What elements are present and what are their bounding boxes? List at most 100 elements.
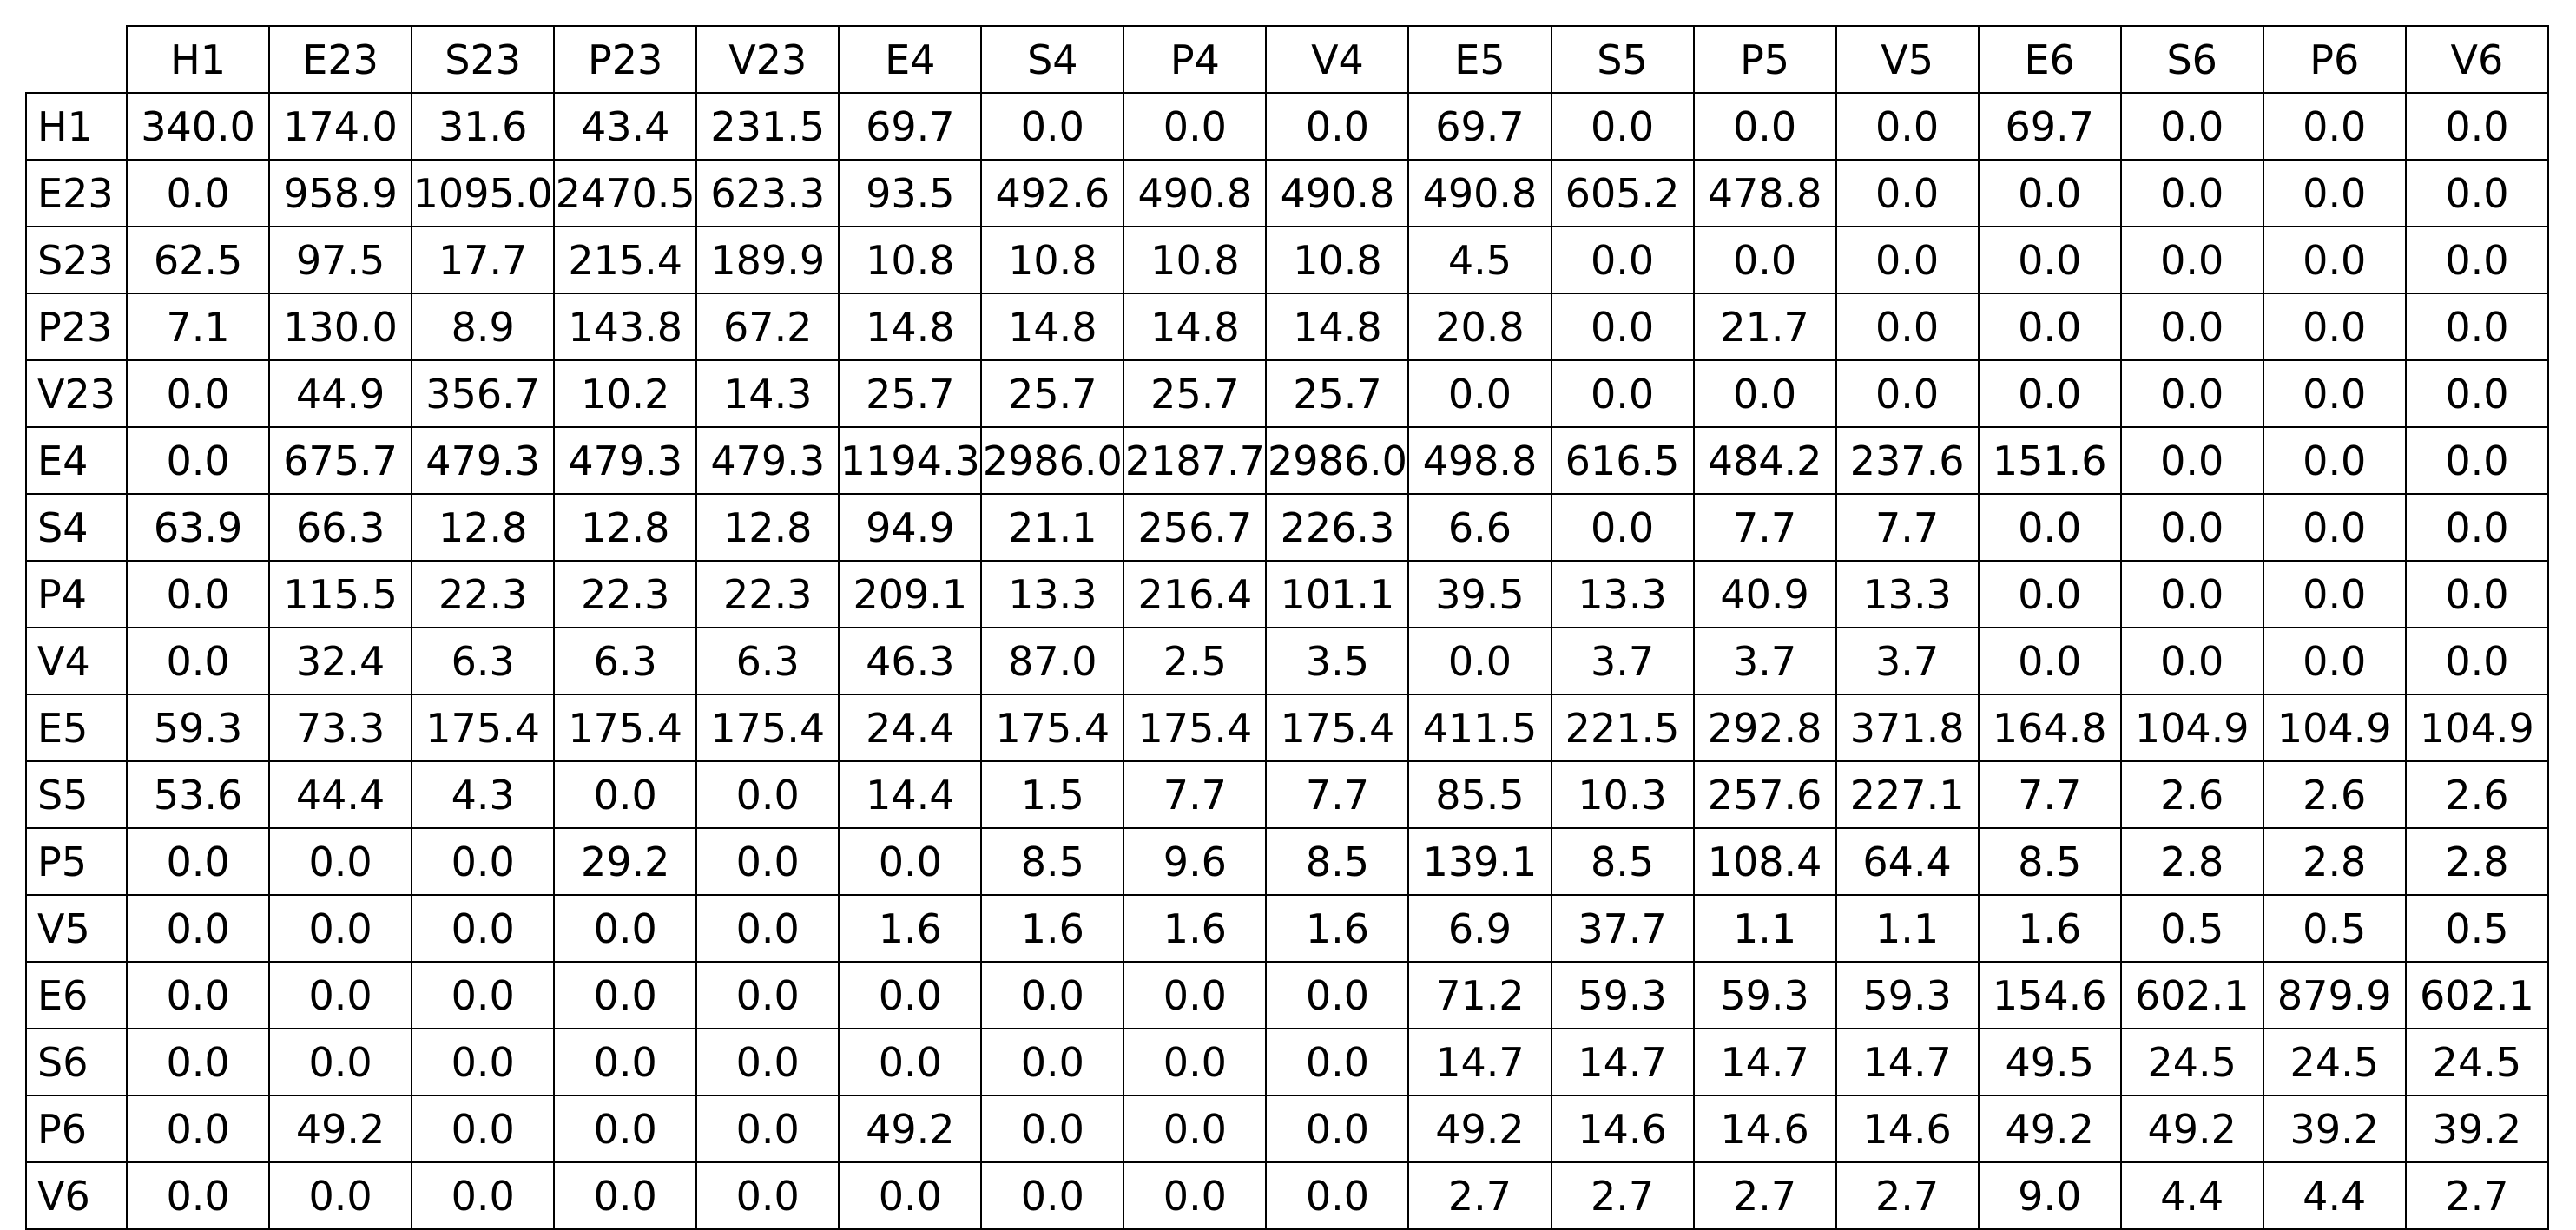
table-row: P4 0.0 115.5 22.3 22.3 22.3 209.1 13.3 216.4 101.…: [24, 560, 2550, 628]
table-cell: 490.8: [1123, 159, 1268, 227]
table-cell: 0.0: [2119, 293, 2264, 361]
column-header: S5: [1550, 25, 1695, 94]
table-cell: 675.7: [268, 426, 413, 495]
table-cell: 0.0: [268, 961, 413, 1029]
table-cell: 49.2: [838, 1095, 983, 1163]
table-cell: 0.0: [2262, 426, 2407, 495]
table-cell: 13.3: [1835, 560, 1980, 628]
table-cell: 1095.0: [411, 159, 556, 227]
table-cell: 7.7: [1835, 493, 1980, 562]
table-cell: 59.3: [1835, 961, 1980, 1029]
table-cell: 411.5: [1407, 694, 1552, 762]
table-cell: 479.3: [695, 426, 840, 495]
table-cell: 0.5: [2262, 894, 2407, 963]
table-cell: 12.8: [553, 493, 698, 562]
table-cell: 46.3: [838, 627, 983, 695]
table-cell: 175.4: [553, 694, 698, 762]
table-cell: 14.3: [695, 359, 840, 428]
table-cell: 12.8: [411, 493, 556, 562]
table-cell: 6.9: [1407, 894, 1552, 963]
table-cell: 85.5: [1407, 760, 1552, 829]
table-cell: 0.0: [553, 1095, 698, 1163]
table-cell: 0.0: [2404, 493, 2550, 562]
column-header: S6: [2119, 25, 2264, 94]
table-cell: 231.5: [695, 92, 840, 161]
table-cell: 4.3: [411, 760, 556, 829]
table-cell: 479.3: [553, 426, 698, 495]
table-cell: 0.0: [1265, 1095, 1410, 1163]
table-cell: 175.4: [695, 694, 840, 762]
table-cell: 32.4: [268, 627, 413, 695]
table-body: H1 E23 S23 P23 V23 E4 S4 P4 V4 E5 S5 P5 V5 E6 S6 P6 V6 H1…: [24, 25, 2550, 1230]
table-cell: 2986.0: [1265, 426, 1410, 495]
table-cell: 175.4: [1123, 694, 1268, 762]
column-header: V5: [1835, 25, 1980, 94]
table-cell: 0.0: [2119, 627, 2264, 695]
table-cell: 10.8: [980, 226, 1125, 294]
table-cell: 59.3: [1692, 961, 1837, 1029]
table-cell: 10.2: [553, 359, 698, 428]
table-cell: 14.8: [838, 293, 983, 361]
table-cell: 49.5: [1977, 1028, 2122, 1096]
table-row: E5 59.3 73.3 175.4 175.4 175.4 24.4 175.4 175.4 1…: [24, 694, 2550, 762]
table-cell: 104.9: [2119, 694, 2264, 762]
table-cell: 67.2: [695, 293, 840, 361]
table-cell: 0.0: [126, 627, 271, 695]
table-cell: 14.4: [838, 760, 983, 829]
table-cell: 0.0: [553, 1161, 698, 1230]
column-header: P4: [1123, 25, 1268, 94]
table-cell: 0.0: [1977, 560, 2122, 628]
table-cell: 8.9: [411, 293, 556, 361]
table-cell: 0.0: [695, 1028, 840, 1096]
table-cell: 0.0: [1123, 92, 1268, 161]
table-cell: 227.1: [1835, 760, 1980, 829]
table-cell: 340.0: [126, 92, 271, 161]
row-header: V4: [24, 627, 128, 695]
table-cell: 623.3: [695, 159, 840, 227]
table-cell: 24.5: [2262, 1028, 2407, 1096]
table-cell: 2.7: [1550, 1161, 1695, 1230]
row-header: S6: [24, 1028, 128, 1096]
table-cell: 175.4: [980, 694, 1125, 762]
table-cell: 256.7: [1123, 493, 1268, 562]
table-cell: 22.3: [553, 560, 698, 628]
table-cell: 0.0: [411, 894, 556, 963]
table-cell: 0.0: [126, 1028, 271, 1096]
table-row: E6 0.0 0.0 0.0 0.0 0.0 0.0 0.0 0.0 0.0 71.2 59.3 59.…: [24, 961, 2550, 1029]
table-cell: 0.0: [1692, 226, 1837, 294]
table-cell: 0.0: [1835, 226, 1980, 294]
table-row: P6 0.0 49.2 0.0 0.0 0.0 49.2 0.0 0.0 0.0 49.2 14.6 1…: [24, 1095, 2550, 1163]
table-cell: 0.0: [2119, 359, 2264, 428]
table-cell: 43.4: [553, 92, 698, 161]
table-cell: 0.0: [695, 961, 840, 1029]
table-cell: 2.6: [2404, 760, 2550, 829]
row-header: V23: [24, 359, 128, 428]
table-cell: 49.2: [2119, 1095, 2264, 1163]
table-cell: 2986.0: [980, 426, 1125, 495]
row-header: S5: [24, 760, 128, 829]
table-cell: 0.0: [1407, 627, 1552, 695]
table-cell: 3.7: [1550, 627, 1695, 695]
table-cell: 0.0: [2404, 560, 2550, 628]
table-cell: 479.3: [411, 426, 556, 495]
table-cell: 2.7: [2404, 1161, 2550, 1230]
column-header: P23: [553, 25, 698, 94]
table-cell: 139.1: [1407, 827, 1552, 896]
table-cell: 17.7: [411, 226, 556, 294]
table-cell: 0.0: [126, 894, 271, 963]
table-cell: 0.0: [1550, 293, 1695, 361]
table-cell: 0.5: [2404, 894, 2550, 963]
column-header: E5: [1407, 25, 1552, 94]
table-cell: 2470.5: [553, 159, 698, 227]
table-cell: 7.7: [1692, 493, 1837, 562]
table-cell: 25.7: [980, 359, 1125, 428]
table-cell: 0.0: [695, 1095, 840, 1163]
table-cell: 0.0: [1123, 1095, 1268, 1163]
table-cell: 0.0: [2262, 293, 2407, 361]
row-header: H1: [24, 92, 128, 161]
row-header: E23: [24, 159, 128, 227]
column-header: E23: [268, 25, 413, 94]
table-cell: 6.6: [1407, 493, 1552, 562]
table-row: E4 0.0 675.7 479.3 479.3 479.3 1194.3 2986.0 218…: [24, 426, 2550, 495]
table-cell: 20.8: [1407, 293, 1552, 361]
